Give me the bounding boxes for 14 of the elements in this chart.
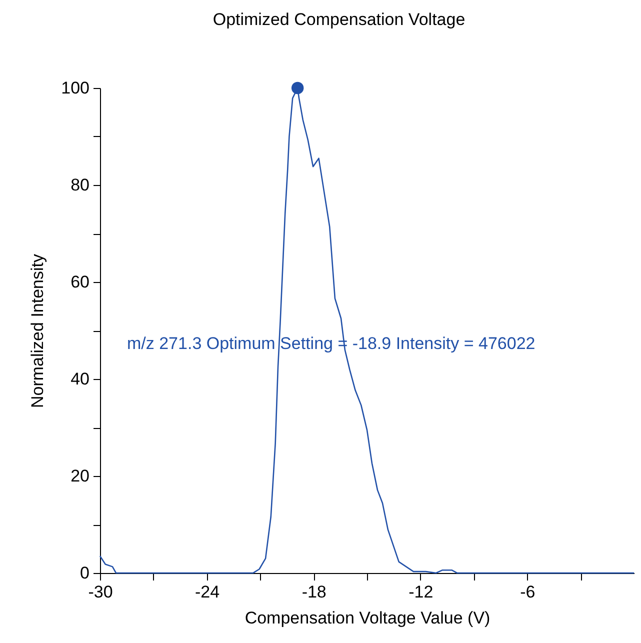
x-tick-label: -30	[88, 582, 113, 602]
x-tick-label: -18	[302, 582, 326, 602]
x-axis-title: Compensation Voltage Value (V)	[244, 608, 490, 628]
y-tick-label: 40	[70, 370, 90, 388]
y-tick-label: 80	[70, 176, 90, 194]
x-tick-label: -24	[195, 582, 220, 602]
x-tick-label: -6	[520, 582, 536, 602]
y-tick-label: 0	[80, 564, 90, 582]
y-tick-label: 100	[61, 78, 90, 98]
y-tick-label: 60	[70, 272, 90, 292]
x-tick-label: -12	[408, 582, 434, 602]
chart-title: Optimized Compensation Voltage	[212, 10, 466, 29]
y-tick-label: 20	[70, 466, 90, 486]
y-axis-title: Normalized Intensity	[28, 254, 48, 408]
